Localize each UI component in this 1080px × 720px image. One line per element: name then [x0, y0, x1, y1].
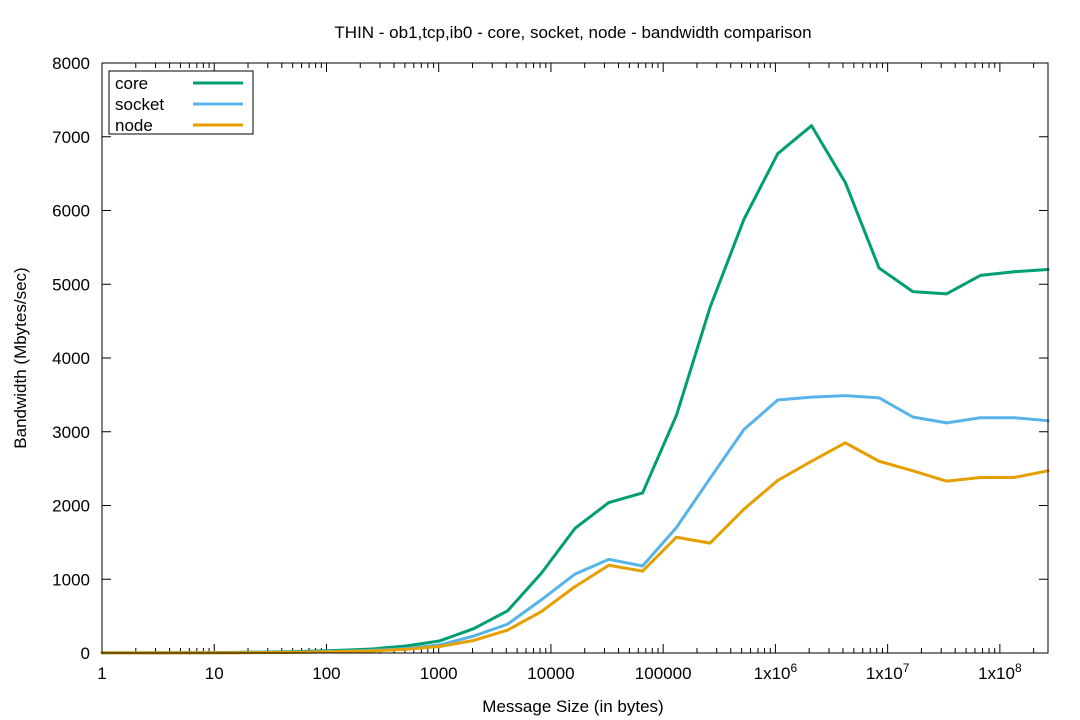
data-point-node: [742, 507, 746, 511]
data-point-node: [607, 563, 611, 567]
data-point-node: [810, 459, 813, 463]
x-tick-exponent: 6: [790, 661, 797, 675]
data-point-node: [674, 535, 678, 539]
data-point-node: [776, 479, 780, 482]
x-axis-title: Message Size (in bytes): [482, 697, 663, 716]
x-tick-label: 10: [205, 664, 224, 683]
data-point-core: [438, 639, 442, 643]
data-point-socket: [1012, 416, 1016, 420]
data-point-core: [641, 491, 644, 495]
data-point-core: [539, 571, 543, 575]
data-point-socket: [877, 396, 881, 400]
data-point-node: [945, 479, 949, 483]
x-tick-label: 100: [312, 664, 340, 683]
legend-label-socket: socket: [115, 95, 164, 114]
x-tick-label: 1000: [420, 664, 458, 683]
data-point-socket: [506, 622, 509, 626]
data-point-node: [370, 649, 374, 653]
data-point-core: [404, 644, 408, 648]
data-point-socket: [708, 476, 712, 480]
x-tick-label: 1x107: [866, 661, 910, 683]
legend-label-node: node: [115, 116, 153, 135]
data-point-socket: [742, 428, 746, 431]
data-point-socket: [776, 398, 780, 402]
data-point-socket: [843, 394, 847, 398]
x-tick-label: 1: [97, 664, 106, 683]
data-point-core: [810, 124, 813, 128]
data-point-socket: [945, 421, 949, 425]
data-point-core: [607, 501, 611, 504]
data-point-node: [911, 469, 915, 473]
x-tick-label: 100000: [635, 664, 692, 683]
data-point-node: [641, 569, 644, 573]
x-tick-exponent: 7: [903, 661, 910, 675]
y-tick-label: 1000: [52, 570, 90, 589]
data-point-node: [506, 628, 509, 632]
axis-ticks: 1 10 100 1000 10000 100000 1x106 1x107 1x108 0 100…: [52, 54, 1048, 683]
data-point-core: [674, 414, 678, 417]
data-point-node: [979, 476, 982, 479]
data-point-node: [539, 610, 543, 614]
data-point-node: [708, 541, 712, 545]
data-point-core: [776, 152, 780, 156]
x-tick-exponent: 8: [1015, 661, 1022, 675]
data-point-socket: [472, 634, 476, 638]
data-point-node: [438, 644, 442, 648]
data-point-socket: [979, 416, 982, 420]
y-tick-label: 5000: [52, 275, 90, 294]
data-point-core: [742, 217, 746, 221]
data-point-socket: [810, 395, 813, 399]
chart-title: THIN - ob1,tcp,ib0 - core, socket, node …: [334, 23, 811, 42]
data-point-node: [573, 585, 577, 589]
data-point-socket: [674, 526, 678, 530]
data-point-node: [337, 650, 340, 654]
data-point-node: [472, 639, 476, 642]
data-point-core: [945, 292, 949, 296]
y-tick-label: 4000: [52, 349, 90, 368]
series-line-node: [100, 441, 1050, 655]
data-point-socket: [573, 572, 577, 576]
data-point-core: [472, 627, 476, 631]
legend: core socket node: [108, 70, 254, 135]
data-point-socket: [911, 415, 915, 419]
data-point-core: [911, 290, 915, 294]
data-point-core: [877, 266, 881, 270]
data-point-core: [843, 181, 847, 184]
data-point-socket: [539, 598, 543, 602]
y-tick-label: 6000: [52, 202, 90, 221]
series-line-socket: [100, 394, 1050, 655]
x-tick-label: 1x108: [978, 661, 1022, 683]
data-point-node: [404, 647, 408, 651]
y-tick-label: 7000: [52, 128, 90, 147]
y-tick-label: 8000: [52, 54, 90, 73]
data-point-socket: [607, 557, 611, 561]
x-tick-label: 1x106: [754, 661, 798, 683]
series-lines: [100, 124, 1050, 655]
data-point-node: [843, 441, 847, 445]
data-point-node: [1012, 476, 1016, 479]
y-tick-label: 3000: [52, 423, 90, 442]
data-point-node: [877, 459, 881, 463]
legend-label-core: core: [115, 74, 148, 93]
data-point-core: [1012, 270, 1016, 274]
x-tick-label: 10000: [527, 664, 574, 683]
y-tick-label: 0: [81, 644, 90, 663]
data-point-socket: [641, 564, 644, 568]
data-point-core: [708, 305, 712, 309]
y-tick-label: 2000: [52, 497, 90, 516]
y-axis-title: Bandwidth (Mbytes/sec): [11, 267, 30, 448]
data-point-core: [506, 609, 509, 613]
plot-frame: [101, 62, 1049, 654]
data-point-core: [573, 526, 577, 530]
data-point-core: [979, 274, 982, 277]
